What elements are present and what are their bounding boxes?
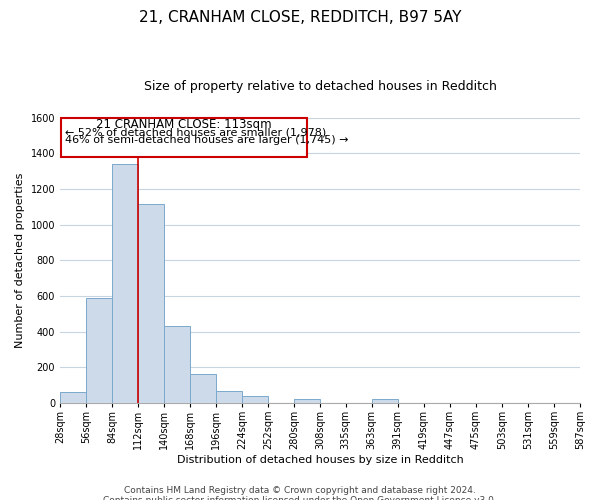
Bar — [190, 374, 217, 403]
Bar — [217, 390, 242, 403]
Bar — [242, 396, 268, 403]
Text: 46% of semi-detached houses are larger (1,745) →: 46% of semi-detached houses are larger (… — [65, 134, 348, 144]
Text: Contains HM Land Registry data © Crown copyright and database right 2024.: Contains HM Land Registry data © Crown c… — [124, 486, 476, 495]
Text: ← 52% of detached houses are smaller (1,978): ← 52% of detached houses are smaller (1,… — [65, 127, 326, 137]
X-axis label: Distribution of detached houses by size in Redditch: Distribution of detached houses by size … — [176, 455, 463, 465]
Bar — [295, 400, 320, 403]
Text: 21, CRANHAM CLOSE, REDDITCH, B97 5AY: 21, CRANHAM CLOSE, REDDITCH, B97 5AY — [139, 10, 461, 25]
Y-axis label: Number of detached properties: Number of detached properties — [15, 172, 25, 348]
Bar — [60, 392, 86, 403]
FancyBboxPatch shape — [61, 118, 307, 157]
Bar — [371, 400, 398, 403]
Bar — [164, 326, 190, 403]
Title: Size of property relative to detached houses in Redditch: Size of property relative to detached ho… — [143, 80, 496, 93]
Bar — [112, 164, 138, 403]
Text: Contains public sector information licensed under the Open Government Licence v3: Contains public sector information licen… — [103, 496, 497, 500]
Text: 21 CRANHAM CLOSE: 113sqm: 21 CRANHAM CLOSE: 113sqm — [97, 118, 272, 132]
Bar — [138, 204, 164, 403]
Bar — [86, 298, 112, 403]
